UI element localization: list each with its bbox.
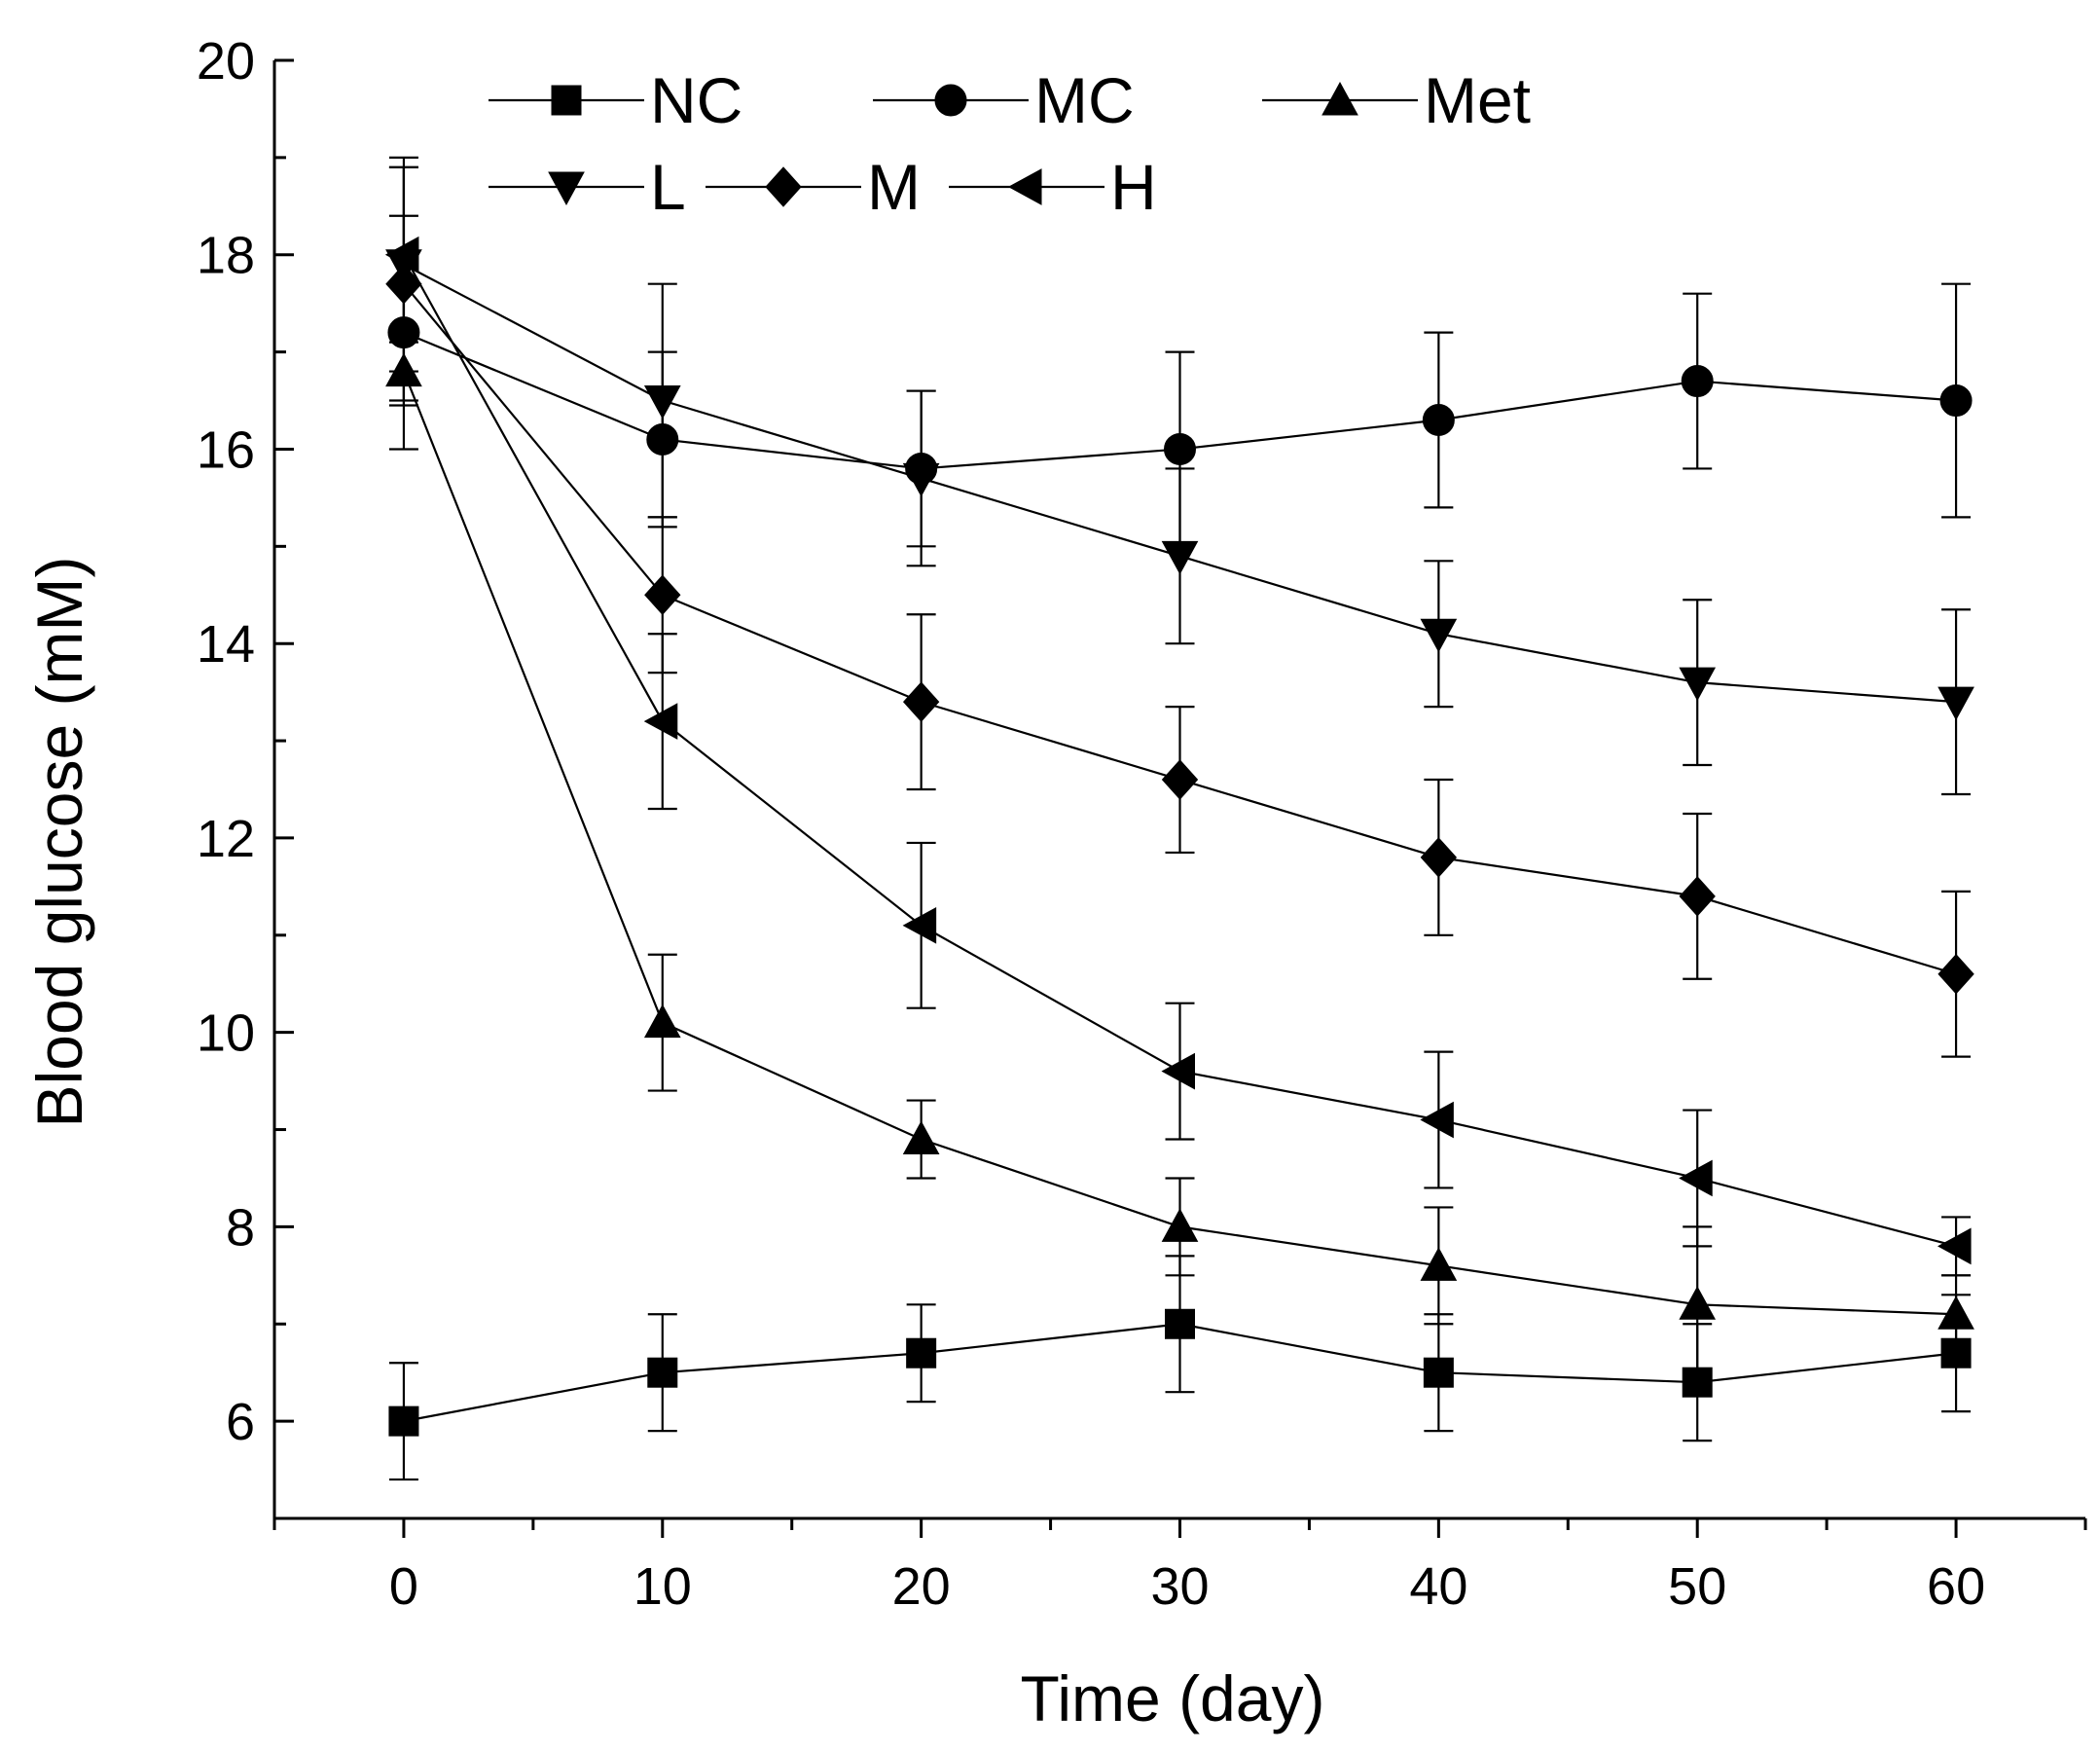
data-point-met: [902, 1120, 940, 1155]
data-point-nc: [1165, 1308, 1195, 1339]
data-point-nc: [1423, 1357, 1454, 1388]
legend-label-nc: NC: [650, 64, 742, 136]
legend-label-h: H: [1110, 151, 1157, 223]
data-point-l: [1161, 540, 1199, 575]
y-tick-label: 6: [226, 1393, 255, 1451]
data-point-m: [1679, 876, 1716, 917]
data-point-l: [1937, 686, 1974, 721]
data-point-m: [1937, 953, 1974, 995]
legend-marker-m: [765, 166, 802, 207]
x-tick-label: 50: [1668, 1557, 1726, 1616]
legend: NC MC Met L M H: [489, 64, 1531, 223]
series-h: [384, 165, 1972, 1277]
legend-marker-nc: [551, 85, 582, 116]
x-tick-label: 30: [1150, 1557, 1209, 1616]
data-point-nc: [906, 1337, 937, 1369]
data-point-met: [1937, 1296, 1974, 1330]
legend-item-l: L: [489, 151, 686, 223]
data-point-l: [902, 462, 940, 497]
data-point-mc: [1939, 384, 1973, 418]
x-tick-label: 20: [892, 1557, 951, 1616]
x-axis-title: Time (day): [1021, 1662, 1325, 1734]
data-point-l: [1679, 667, 1717, 702]
data-point-met: [1161, 1208, 1199, 1242]
y-tick-label: 8: [226, 1198, 255, 1257]
legend-marker-mc: [934, 84, 967, 117]
data-point-l: [643, 385, 681, 420]
series-nc: [388, 1255, 1972, 1481]
data-point-met: [1420, 1247, 1458, 1281]
series-l: [385, 156, 1974, 796]
data-point-h: [1679, 1159, 1713, 1197]
data-point-h: [643, 703, 678, 740]
data-point-met: [1679, 1286, 1717, 1320]
data-point-mc: [1681, 365, 1714, 398]
data-point-h: [1161, 1052, 1195, 1090]
series-layer: [384, 156, 1974, 1481]
x-tick-label: 40: [1409, 1557, 1467, 1616]
y-tick-label: 16: [197, 420, 255, 479]
legend-marker-h: [1007, 168, 1042, 205]
legend-label-met: Met: [1424, 64, 1531, 136]
data-point-h: [1937, 1227, 1972, 1265]
legend-label-mc: MC: [1034, 64, 1135, 136]
data-point-h: [902, 906, 937, 944]
data-point-met: [643, 1004, 681, 1039]
legend-item-mc: MC: [873, 64, 1135, 136]
y-tick-label: 12: [197, 810, 255, 868]
data-point-mc: [1422, 404, 1455, 437]
legend-item-h: H: [949, 151, 1157, 223]
y-tick-label: 20: [197, 32, 255, 91]
y-axis-title: Blood glucose (mM): [23, 557, 95, 1128]
x-tick-label: 10: [634, 1557, 692, 1616]
data-point-h: [384, 236, 419, 274]
axes: 6 8 10 12 14 16 18 20 0 10 20 30 40 50 60: [197, 32, 2087, 1616]
legend-item-nc: NC: [489, 64, 742, 136]
x-tick-label: 60: [1927, 1557, 1985, 1616]
legend-label-l: L: [650, 151, 686, 223]
data-point-m: [1420, 837, 1458, 878]
legend-marker-met: [1322, 81, 1358, 116]
y-tick-label: 14: [197, 615, 255, 674]
data-point-m: [1161, 759, 1199, 800]
data-point-nc: [647, 1357, 678, 1388]
legend-item-m: M: [706, 151, 921, 223]
data-point-m: [644, 574, 681, 616]
data-point-mc: [1164, 432, 1196, 465]
data-point-l: [1420, 618, 1458, 653]
legend-item-met: Met: [1262, 64, 1531, 136]
legend-label-m: M: [867, 151, 921, 223]
y-tick-label: 18: [197, 227, 255, 285]
y-tick-label: 10: [197, 1004, 255, 1063]
data-point-h: [1420, 1101, 1454, 1139]
legend-marker-l: [548, 171, 585, 206]
data-point-m: [902, 681, 940, 722]
data-point-nc: [388, 1405, 419, 1437]
x-tick-label: 0: [389, 1557, 418, 1616]
